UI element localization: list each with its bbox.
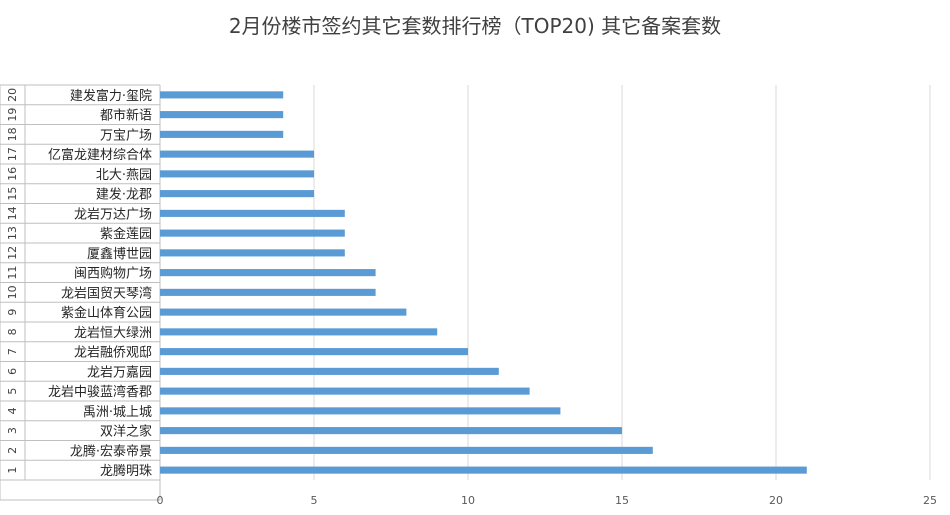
category-label: 龙腾·宏泰帝景 [70,443,152,459]
rank-label: 19 [6,108,19,122]
bar-11 [160,269,376,277]
bar-12 [160,249,345,257]
category-label: 龙岩恒大绿洲 [74,326,152,341]
bar-19 [160,111,284,119]
category-label: 厦鑫博世园 [87,246,152,262]
chart-title: 2月份楼市签约其它套数排行榜（TOP20) 其它备案套数 [228,14,722,38]
rank-label: 5 [6,388,19,395]
category-label: 万宝广场 [100,128,152,143]
bar-5 [160,387,530,395]
rank-label: 2 [6,447,19,454]
rank-label: 18 [6,127,19,141]
rank-label: 14 [6,206,19,220]
bar-14 [160,209,345,217]
bar-13 [160,229,345,237]
bar-10 [160,288,376,296]
rank-label: 10 [6,285,19,299]
rank-label: 3 [6,427,19,434]
category-label: 建发富力·玺院 [70,88,152,104]
rank-label: 9 [6,309,19,316]
bar-18 [160,130,284,138]
category-label: 龙岩中骏蓝湾香郡 [48,384,152,400]
bar-3 [160,427,622,435]
category-label: 闽西购物广场 [74,266,152,282]
bar-9 [160,308,407,316]
x-tick-label: 20 [769,494,783,507]
bar-6 [160,367,499,375]
category-label: 紫金山体育公园 [61,305,152,321]
rank-label: 17 [6,147,19,161]
category-label: 建发·龙郡 [96,187,152,203]
rank-label: 4 [6,407,19,414]
rank-label: 12 [6,246,19,260]
bar-8 [160,328,438,336]
x-tick-label: 0 [157,494,164,507]
bar-15 [160,190,314,198]
x-tick-label: 10 [461,494,475,507]
rank-label: 20 [6,88,19,102]
bar-4 [160,407,561,415]
category-label: 龙腾明珠 [100,463,152,479]
category-label: 亿富龙建材综合体 [48,147,152,163]
x-tick-label: 25 [923,494,937,507]
category-label: 龙岩国贸天琴湾 [61,285,152,301]
category-label: 都市新语 [100,108,152,124]
rank-label: 15 [6,187,19,201]
rank-label: 8 [6,328,19,335]
category-label: 禹洲·城上城 [83,405,152,420]
category-label: 龙岩万达广场 [74,207,152,222]
x-tick-label: 5 [311,494,318,507]
rank-label: 7 [6,348,19,355]
bar-7 [160,348,468,356]
bar-16 [160,170,314,178]
category-label: 双洋之家 [100,424,152,440]
category-label: 龙岩融侨观邸 [74,346,152,361]
rank-label: 1 [6,467,19,474]
category-label: 龙岩万嘉园 [87,365,152,380]
rank-label: 11 [6,266,19,280]
bar-2 [160,446,653,454]
rank-label: 6 [6,368,19,375]
bar-17 [160,150,314,158]
rank-label: 13 [6,226,19,240]
bar-20 [160,91,284,99]
category-label: 紫金莲园 [100,226,152,242]
x-tick-label: 15 [615,494,629,507]
rank-label: 16 [6,167,19,181]
category-label: 北大·燕园 [96,168,152,183]
bar-1 [160,466,807,474]
